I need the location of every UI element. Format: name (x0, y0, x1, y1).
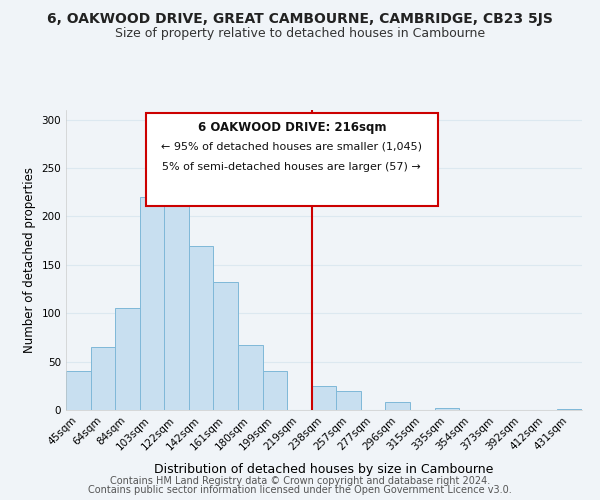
Bar (434, 408, 459, 410)
FancyBboxPatch shape (146, 113, 437, 206)
Text: Contains HM Land Registry data © Crown copyright and database right 2024.: Contains HM Land Registry data © Crown c… (110, 476, 490, 486)
Bar (238, 345, 263, 410)
Bar (189, 246, 214, 410)
X-axis label: Distribution of detached houses by size in Cambourne: Distribution of detached houses by size … (154, 463, 494, 476)
Bar (263, 372, 287, 410)
Bar (214, 282, 238, 410)
Text: 6 OAKWOOD DRIVE: 216sqm: 6 OAKWOOD DRIVE: 216sqm (197, 120, 386, 134)
Bar (557, 409, 582, 410)
Y-axis label: Number of detached properties: Number of detached properties (23, 167, 36, 353)
Bar (66, 372, 91, 410)
Text: 5% of semi-detached houses are larger (57) →: 5% of semi-detached houses are larger (5… (163, 162, 421, 172)
Bar (115, 308, 140, 410)
Bar (312, 386, 336, 410)
Bar (385, 402, 410, 410)
Text: 6, OAKWOOD DRIVE, GREAT CAMBOURNE, CAMBRIDGE, CB23 5JS: 6, OAKWOOD DRIVE, GREAT CAMBOURNE, CAMBR… (47, 12, 553, 26)
Bar (140, 197, 164, 410)
Text: Contains public sector information licensed under the Open Government Licence v3: Contains public sector information licen… (88, 485, 512, 495)
Bar (91, 347, 115, 410)
Bar (164, 197, 189, 410)
Text: Size of property relative to detached houses in Cambourne: Size of property relative to detached ho… (115, 28, 485, 40)
Text: ← 95% of detached houses are smaller (1,045): ← 95% of detached houses are smaller (1,… (161, 142, 422, 152)
Bar (336, 390, 361, 410)
